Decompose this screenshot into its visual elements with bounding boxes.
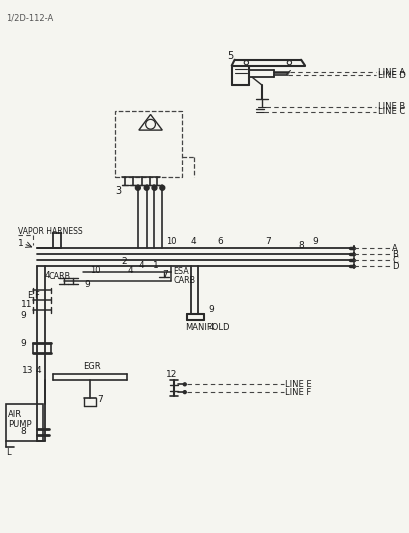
Circle shape xyxy=(183,391,186,393)
Bar xyxy=(115,110,182,177)
Text: 1: 1 xyxy=(152,261,158,270)
Text: 5: 5 xyxy=(226,51,232,61)
Text: LINE F: LINE F xyxy=(285,387,311,397)
Text: A: A xyxy=(391,244,397,253)
Text: LINE E: LINE E xyxy=(285,380,311,389)
Text: 4: 4 xyxy=(127,266,133,276)
Bar xyxy=(6,404,43,441)
Text: CARB: CARB xyxy=(49,272,71,281)
Circle shape xyxy=(135,185,140,190)
Text: 9: 9 xyxy=(20,339,26,348)
Text: VAPOR HARNESS: VAPOR HARNESS xyxy=(18,227,82,236)
Text: 9: 9 xyxy=(84,280,90,289)
Text: L: L xyxy=(6,448,11,457)
Circle shape xyxy=(144,185,149,190)
Text: 4: 4 xyxy=(208,323,213,332)
Text: 4: 4 xyxy=(139,261,144,270)
Text: 1/2D-112-A: 1/2D-112-A xyxy=(6,13,53,22)
Text: F: F xyxy=(34,291,39,300)
Text: 4: 4 xyxy=(190,237,196,246)
Text: ESA: ESA xyxy=(173,268,188,277)
Text: LINE B: LINE B xyxy=(378,102,405,111)
Text: EGR: EGR xyxy=(83,362,101,371)
Text: E: E xyxy=(27,291,33,300)
Text: 13: 13 xyxy=(21,366,33,375)
Text: 9: 9 xyxy=(20,311,26,320)
Text: 11: 11 xyxy=(20,300,32,309)
Circle shape xyxy=(183,383,186,386)
Text: 7: 7 xyxy=(162,270,168,279)
Text: MANIFOLD: MANIFOLD xyxy=(184,323,229,332)
Text: 7: 7 xyxy=(264,237,270,246)
Text: LINE D: LINE D xyxy=(378,71,405,80)
Text: 10: 10 xyxy=(90,266,100,276)
Text: B: B xyxy=(391,250,397,259)
Text: 4: 4 xyxy=(45,271,50,280)
Text: 8: 8 xyxy=(20,427,26,436)
Text: 6: 6 xyxy=(216,237,222,246)
Circle shape xyxy=(152,185,157,190)
Text: 4: 4 xyxy=(35,366,41,375)
Text: D: D xyxy=(391,262,398,271)
Text: 3: 3 xyxy=(115,185,121,196)
Text: 9: 9 xyxy=(312,237,318,246)
Text: 7: 7 xyxy=(97,395,102,405)
Text: 1: 1 xyxy=(18,239,23,248)
Circle shape xyxy=(160,185,164,190)
Text: CARB: CARB xyxy=(173,276,195,285)
Text: 12: 12 xyxy=(166,370,177,379)
Text: C: C xyxy=(391,256,397,265)
Text: AIR
PUMP: AIR PUMP xyxy=(8,410,31,429)
Text: 8: 8 xyxy=(297,241,303,250)
Text: LINE C: LINE C xyxy=(378,107,405,116)
Text: 10: 10 xyxy=(166,237,176,246)
Text: 2: 2 xyxy=(121,256,126,265)
Text: LINE A: LINE A xyxy=(378,68,405,77)
Text: 9: 9 xyxy=(208,304,213,313)
